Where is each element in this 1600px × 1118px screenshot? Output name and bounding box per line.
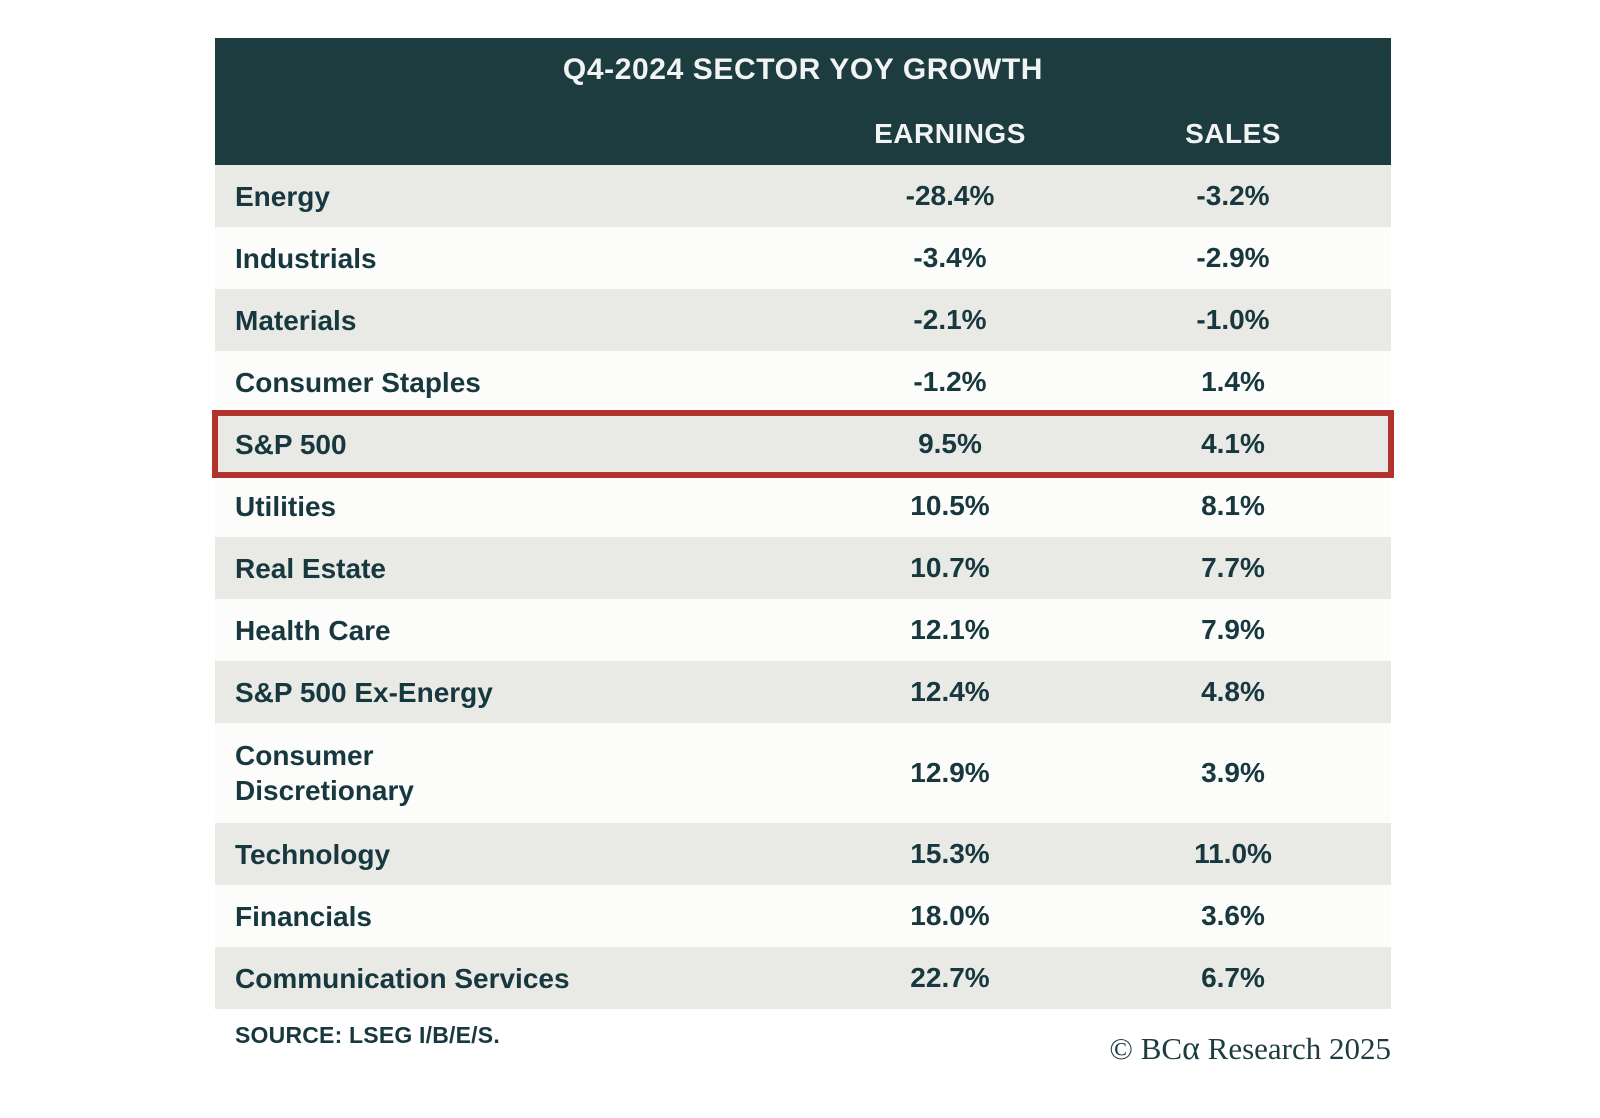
- source-note: SOURCE: LSEG I/B/E/S.: [235, 1022, 500, 1048]
- earnings-value: -3.4%: [913, 242, 987, 273]
- sector-growth-table: Q4-2024 SECTOR YOY GROWTH EARNINGS SALES…: [212, 38, 1394, 1009]
- earnings-value: 15.3%: [910, 838, 990, 869]
- sector-name: Real Estate: [235, 552, 386, 584]
- sales-value: 7.9%: [1201, 614, 1265, 645]
- earnings-value: -1.2%: [913, 366, 987, 397]
- row-real-estate: Real Estate 10.7% 7.7%: [215, 537, 1391, 599]
- sector-name: Industrials: [235, 242, 377, 274]
- sales-value: 3.6%: [1201, 900, 1265, 931]
- sales-value: 4.8%: [1201, 676, 1265, 707]
- earnings-value: 10.7%: [910, 552, 990, 583]
- sales-value: 6.7%: [1201, 962, 1265, 993]
- table-header: Q4-2024 SECTOR YOY GROWTH EARNINGS SALES: [215, 38, 1391, 165]
- row-technology: Technology 15.3% 11.0%: [215, 823, 1391, 885]
- sales-value: 1.4%: [1201, 366, 1265, 397]
- sales-value: -1.0%: [1196, 304, 1270, 335]
- table-title: Q4-2024 SECTOR YOY GROWTH: [562, 53, 1044, 86]
- row-sp500-ex-energy: S&P 500 Ex-Energy 12.4% 4.8%: [215, 661, 1391, 723]
- row-sp500: S&P 500 9.5% 4.1%: [212, 410, 1394, 478]
- row-industrials: Industrials -3.4% -2.9%: [215, 227, 1391, 289]
- row-energy: Energy -28.4% -3.2%: [215, 165, 1391, 227]
- bca-research-logo: © BCα Research 2025: [1109, 1030, 1391, 1068]
- row-utilities: Utilities 10.5% 8.1%: [215, 475, 1391, 537]
- earnings-value: 12.1%: [910, 614, 990, 645]
- row-communication-services: Communication Services 22.7% 6.7%: [215, 947, 1391, 1009]
- earnings-value: 12.4%: [910, 676, 990, 707]
- sector-name: Financials: [235, 900, 372, 932]
- sector-name: Consumer Discretionary: [235, 740, 414, 806]
- sales-value: -2.9%: [1196, 242, 1270, 273]
- row-consumer-discretionary: Consumer Discretionary 12.9% 3.9%: [215, 723, 1391, 823]
- sales-value: 4.1%: [1201, 428, 1265, 459]
- sales-value: 7.7%: [1201, 552, 1265, 583]
- sector-name: Technology: [235, 838, 391, 870]
- earnings-value: 12.9%: [910, 757, 990, 788]
- sales-value: 3.9%: [1201, 757, 1265, 788]
- column-header-earnings: EARNINGS: [874, 117, 1026, 149]
- sales-value: -3.2%: [1196, 180, 1270, 211]
- earnings-value: 10.5%: [910, 490, 990, 521]
- sales-value: 8.1%: [1201, 490, 1265, 521]
- sector-name: Communication Services: [235, 962, 570, 994]
- sector-name: Consumer Staples: [235, 366, 481, 398]
- sales-value: 11.0%: [1194, 838, 1272, 869]
- sector-name: Materials: [235, 304, 357, 336]
- sector-name: Health Care: [235, 614, 391, 646]
- sector-name: Utilities: [235, 490, 337, 522]
- sector-name: Energy: [235, 180, 330, 212]
- column-headers: EARNINGS SALES: [215, 102, 1391, 165]
- row-materials: Materials -2.1% -1.0%: [215, 289, 1391, 351]
- copyright-suffix: Research 2025: [1199, 1031, 1391, 1066]
- earnings-value: -2.1%: [913, 304, 987, 335]
- earnings-value: 22.7%: [910, 962, 990, 993]
- earnings-value: 18.0%: [910, 900, 990, 931]
- sector-name: S&P 500 Ex-Energy: [235, 676, 493, 708]
- column-header-sales: SALES: [1185, 117, 1281, 149]
- alpha-glyph: α: [1182, 1030, 1200, 1067]
- row-consumer-staples: Consumer Staples -1.2% 1.4%: [215, 351, 1391, 413]
- table-footer: SOURCE: LSEG I/B/E/S. © BCα Research 202…: [215, 1018, 1391, 1068]
- earnings-value: -28.4%: [905, 180, 995, 211]
- row-health-care: Health Care 12.1% 7.9%: [215, 599, 1391, 661]
- sector-name: S&P 500: [235, 428, 347, 460]
- row-financials: Financials 18.0% 3.6%: [215, 885, 1391, 947]
- copyright-prefix: © BC: [1109, 1031, 1183, 1066]
- earnings-value: 9.5%: [918, 428, 982, 459]
